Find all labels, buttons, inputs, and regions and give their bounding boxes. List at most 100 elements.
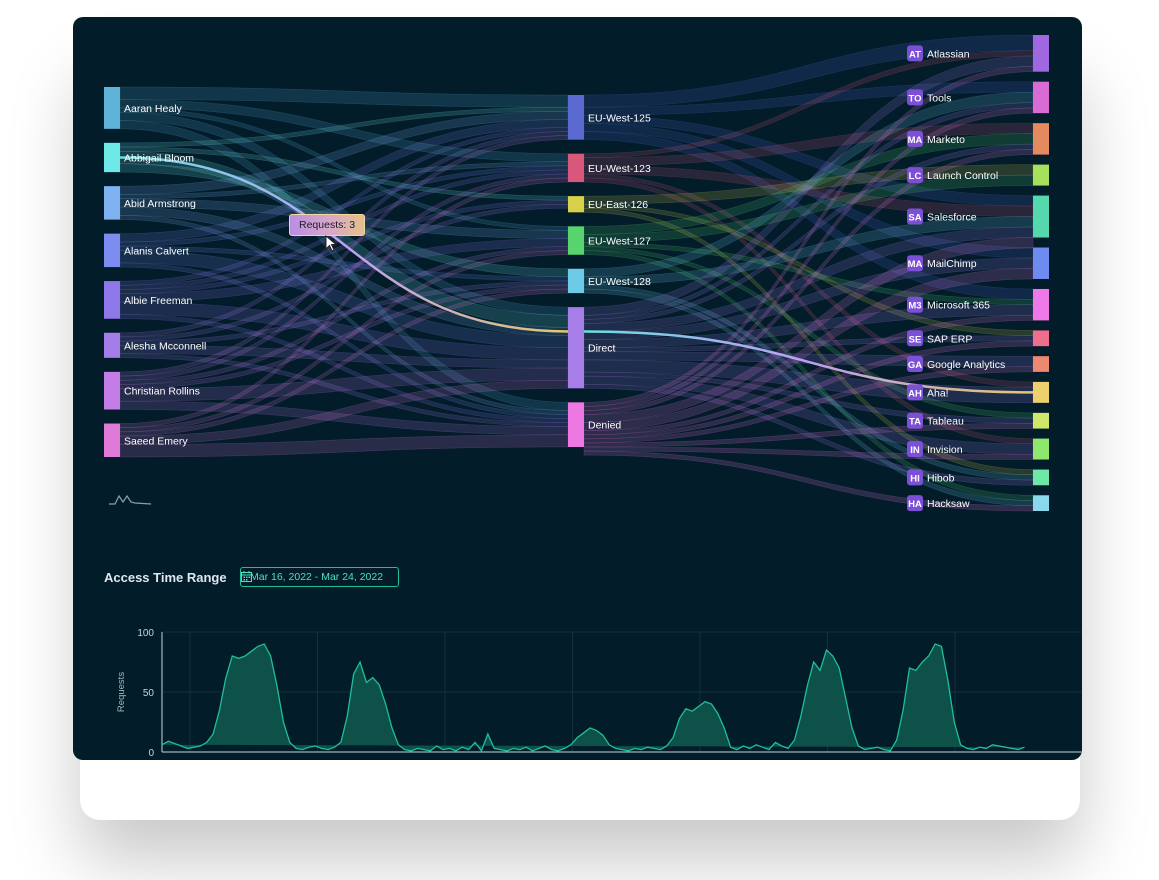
app-badge-icon bbox=[907, 441, 923, 458]
y-tick-label: 100 bbox=[137, 628, 154, 639]
flow-gateway-app bbox=[583, 384, 1034, 486]
sankey-node[interactable] bbox=[1033, 469, 1049, 486]
user-label[interactable]: Aaran Healy bbox=[124, 103, 183, 115]
sankey-node[interactable] bbox=[568, 226, 584, 255]
dashboard-panel: Aaran Healy Abbigail Bloom Abid Armstrong A… bbox=[73, 17, 1082, 760]
app-badge-icon bbox=[907, 469, 923, 486]
app-label[interactable]: Salesforce bbox=[927, 212, 977, 224]
sankey-node[interactable] bbox=[104, 332, 120, 358]
sankey-node[interactable] bbox=[104, 186, 120, 220]
user-label[interactable]: Alesha Mcconnell bbox=[124, 340, 206, 352]
cursor-icon bbox=[325, 235, 338, 252]
sankey-node[interactable] bbox=[1033, 288, 1049, 321]
flow-gateway-app bbox=[583, 237, 1034, 423]
app-label[interactable]: Marketo bbox=[927, 134, 965, 146]
app-label[interactable]: Tools bbox=[927, 92, 952, 104]
y-tick-label: 0 bbox=[148, 748, 154, 759]
sankey-node[interactable] bbox=[1033, 412, 1049, 429]
highlight-path-gateway-app bbox=[583, 330, 1034, 394]
sankey-node[interactable] bbox=[1033, 495, 1049, 511]
flow-gateway-app bbox=[583, 423, 1034, 448]
sankey-node[interactable] bbox=[568, 196, 584, 213]
sankey-node[interactable] bbox=[104, 281, 120, 319]
app-label[interactable]: Hibob bbox=[927, 472, 955, 484]
sankey-node[interactable] bbox=[568, 307, 584, 389]
app-badge-text: AT bbox=[909, 49, 921, 60]
sankey-node[interactable] bbox=[104, 233, 120, 268]
tooltip-text: Requests: 3 bbox=[299, 219, 356, 231]
user-label[interactable]: Saeed Emery bbox=[124, 435, 188, 447]
app-badge-text: HI bbox=[910, 473, 920, 484]
sankey-node[interactable] bbox=[104, 142, 120, 173]
user-label[interactable]: Abbigail Bloom bbox=[124, 152, 194, 164]
app-label[interactable]: Launch Control bbox=[927, 170, 998, 182]
app-badge-text: TA bbox=[909, 417, 921, 428]
app-badge-icon bbox=[907, 255, 923, 272]
requests-tooltip: Requests: 3 bbox=[289, 214, 366, 236]
access-time-range-title: Access Time Range bbox=[104, 570, 227, 585]
sankey-node[interactable] bbox=[568, 95, 584, 140]
app-label[interactable]: MailChimp bbox=[927, 258, 977, 270]
gateway-label[interactable]: EU-West-123 bbox=[588, 163, 651, 175]
date-range-picker[interactable]: Mar 16, 2022 - Mar 24, 2022 bbox=[240, 567, 399, 587]
app-badge-text: M3 bbox=[908, 301, 921, 312]
sparkline-icon[interactable] bbox=[107, 490, 155, 508]
app-badge-text: IN bbox=[910, 445, 920, 456]
sankey-node[interactable] bbox=[104, 87, 120, 129]
sankey-node[interactable] bbox=[1033, 330, 1049, 347]
sankey-node[interactable] bbox=[1033, 356, 1049, 372]
app-badge-text: LC bbox=[909, 171, 922, 182]
app-label[interactable]: Hacksaw bbox=[927, 498, 970, 510]
gateway-label[interactable]: EU-West-127 bbox=[588, 236, 651, 248]
user-label[interactable]: Alanis Calvert bbox=[124, 245, 189, 257]
app-label[interactable]: Tableau bbox=[927, 416, 964, 428]
app-label[interactable]: Microsoft 365 bbox=[927, 300, 990, 312]
app-badge-text: MA bbox=[908, 259, 923, 270]
sankey-node[interactable] bbox=[1033, 123, 1049, 155]
app-label[interactable]: Atlassian bbox=[927, 48, 970, 60]
app-badge-text: GA bbox=[908, 360, 922, 371]
gateway-label[interactable]: Denied bbox=[588, 420, 621, 432]
flow-gateway-app bbox=[583, 366, 1034, 444]
flow-gateway-app bbox=[583, 268, 1034, 432]
app-badge-icon bbox=[907, 45, 923, 62]
sankey-node[interactable] bbox=[568, 402, 584, 447]
app-badge-icon bbox=[907, 384, 923, 401]
app-badge-icon bbox=[907, 296, 923, 313]
y-tick-label: 50 bbox=[143, 688, 155, 699]
app-badge-icon bbox=[907, 130, 923, 147]
sankey-node[interactable] bbox=[104, 423, 120, 457]
sankey-node[interactable] bbox=[1033, 81, 1049, 114]
sankey-node[interactable] bbox=[1033, 164, 1049, 186]
requests-area-chart: 0 50 100 Requests bbox=[116, 628, 1082, 759]
app-label[interactable]: Invision bbox=[927, 444, 963, 456]
app-label[interactable]: Aha! bbox=[927, 387, 949, 399]
sankey-node[interactable] bbox=[1033, 247, 1049, 279]
gateway-label[interactable]: EU-West-125 bbox=[588, 112, 651, 124]
gateway-label[interactable]: Direct bbox=[588, 343, 616, 355]
app-badge-icon bbox=[907, 167, 923, 184]
requests-area bbox=[162, 644, 1025, 751]
sankey-node[interactable] bbox=[1033, 438, 1049, 460]
user-label[interactable]: Abid Armstrong bbox=[124, 198, 196, 210]
app-label[interactable]: Google Analytics bbox=[927, 359, 1005, 371]
sankey-node[interactable] bbox=[1033, 35, 1049, 72]
app-badge-text: SA bbox=[908, 213, 921, 224]
sankey-node[interactable] bbox=[568, 153, 584, 183]
gateway-label[interactable]: EU-West-128 bbox=[588, 276, 651, 288]
app-label[interactable]: SAP ERP bbox=[927, 333, 972, 345]
flow-user-gateway bbox=[119, 177, 569, 428]
requests-line bbox=[161, 643, 1025, 753]
user-label[interactable]: Albie Freeman bbox=[124, 295, 192, 307]
gateway-label[interactable]: EU-East-126 bbox=[588, 199, 648, 211]
sankey-node[interactable] bbox=[568, 268, 584, 294]
sankey-node[interactable] bbox=[1033, 195, 1049, 238]
app-badge-text: MA bbox=[908, 135, 923, 146]
sankey-node[interactable] bbox=[1033, 381, 1049, 403]
sankey-chart: Aaran Healy Abbigail Bloom Abid Armstrong A… bbox=[104, 34, 1049, 512]
flow-user-gateway bbox=[119, 135, 569, 377]
flow-gateway-app bbox=[583, 203, 1034, 336]
sankey-node[interactable] bbox=[104, 371, 120, 410]
app-badge-text: HA bbox=[908, 499, 922, 510]
user-label[interactable]: Christian Rollins bbox=[124, 386, 200, 398]
